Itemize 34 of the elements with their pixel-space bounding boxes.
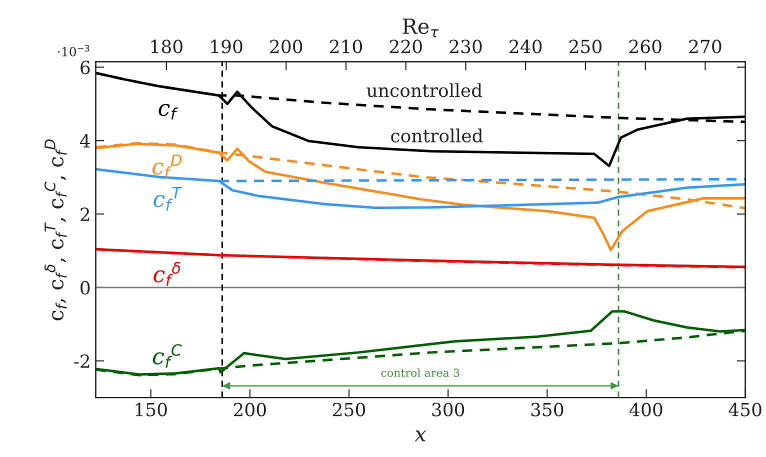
x-tick-label: 400 — [630, 402, 662, 416]
text: ·10$^{−3}$ — [58, 44, 90, 56]
y-tick-label: -2 — [74, 354, 90, 368]
x2-tick-label: 250 — [569, 40, 602, 54]
x2-tick-label: 240 — [510, 40, 542, 54]
annotation: controlled — [391, 128, 483, 143]
series-label: c$_{f}$$^{D}$ — [152, 154, 182, 178]
text: c$_{f}$, c$_{f}$$^{δ}$, c$_{f}$$^{T}$, c$_{f}$$^{C}$, c$_{f}$$^{D}$ — [44, 139, 67, 320]
x2-tick-label: 200 — [270, 40, 302, 54]
series-label: c$_{f}$$^{δ}$ — [154, 262, 180, 286]
series-label: c$_{f}$$^{C}$ — [152, 344, 182, 368]
x-axis-title: x — [414, 430, 426, 442]
series-label: c$_{f}$$^{T}$ — [154, 186, 182, 210]
series-label: c$_{f}$ — [158, 104, 178, 120]
x-tick-label: 150 — [136, 402, 167, 416]
x2-tick-label: 220 — [390, 40, 422, 54]
x-tick-label: 200 — [234, 402, 266, 416]
annotation: uncontrolled — [366, 83, 482, 98]
annotation: control area 3 — [381, 368, 460, 377]
x2-axis-title: Re$_{τ}$ — [402, 18, 439, 38]
x2-tick-label: 260 — [629, 40, 662, 54]
x2-tick-label: 210 — [330, 40, 362, 54]
x-tick-label: 250 — [332, 402, 366, 416]
y-tick-label: 4 — [80, 134, 90, 148]
y-tick-label: 6 — [80, 60, 90, 74]
x2-tick-label: 190 — [211, 40, 242, 54]
x-tick-label: 450 — [728, 402, 762, 416]
x-tick-label: 300 — [432, 402, 464, 416]
y-tick-label: 0 — [80, 280, 90, 295]
x2-tick-label: 180 — [151, 40, 182, 54]
x-tick-label: 350 — [531, 402, 564, 416]
x2-tick-label: 270 — [689, 40, 722, 54]
x2-tick-label: 230 — [450, 40, 482, 54]
y-tick-label: 2 — [80, 208, 90, 221]
